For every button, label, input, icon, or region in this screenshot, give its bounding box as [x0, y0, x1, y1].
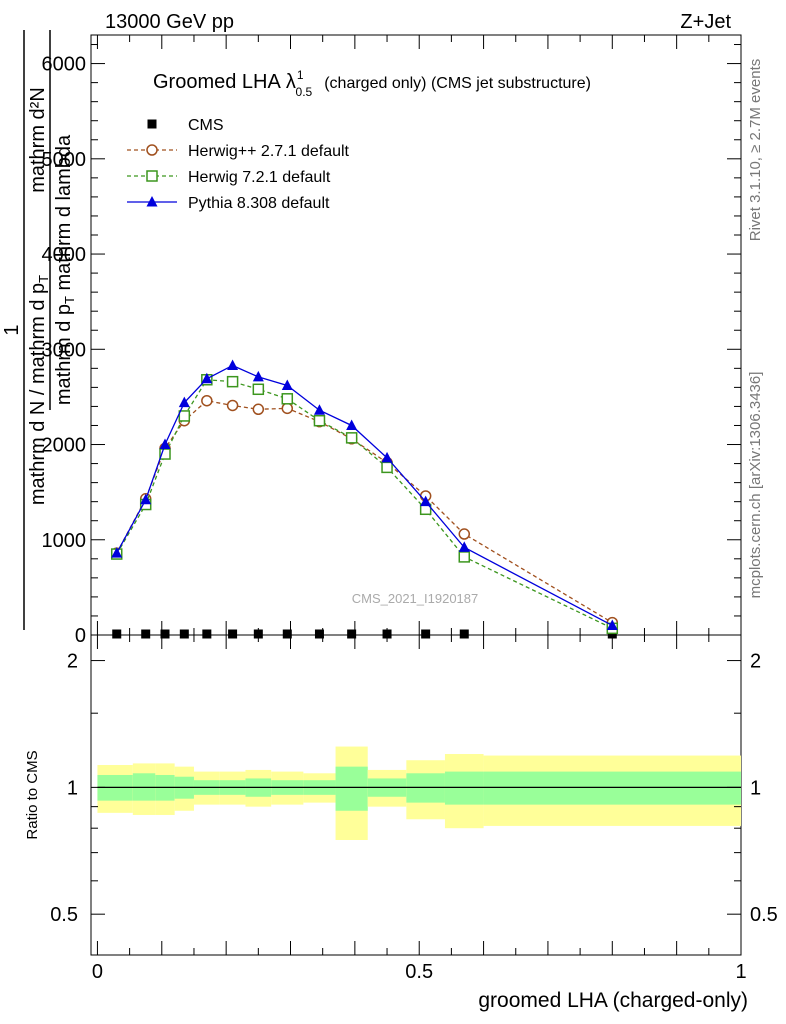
series-point — [314, 629, 324, 639]
series-line — [116, 400, 613, 624]
series-point — [112, 629, 122, 639]
series-point — [252, 370, 264, 382]
ratio-y-tick-label-right: 1 — [750, 777, 761, 799]
process-label: Z+Jet — [680, 11, 731, 33]
ratio-y-tick-label: 2 — [67, 651, 78, 673]
series-point — [347, 629, 357, 639]
ratio-inner-band — [483, 771, 741, 805]
y-label-inner-denominator: mathrm d pT mathrm d lambda — [53, 134, 77, 405]
series-point — [282, 629, 292, 639]
series-point — [140, 493, 152, 505]
series-point — [228, 629, 238, 639]
series-point — [178, 396, 190, 408]
y-label-top: 1 — [1, 324, 23, 335]
series-point — [346, 419, 358, 430]
y-tick-label: 5000 — [42, 149, 87, 171]
ratio-bands-layer — [97, 746, 741, 841]
series-point — [606, 619, 618, 630]
y-label-denominator: mathrm d N / mathrm d pT — [27, 275, 51, 505]
x-tick-label: 1 — [735, 961, 746, 983]
series-point — [382, 629, 392, 639]
ratio-y-tick-label: 0.5 — [50, 904, 78, 926]
rivet-label: Rivet 3.1.10, ≥ 2.7M events — [747, 59, 764, 242]
ratio-axes: 0.5 0.5 1 1 2 2 0 0.5 1 — [50, 635, 778, 983]
series-line — [116, 364, 613, 627]
series-0 — [112, 629, 617, 639]
series-point — [160, 629, 170, 639]
series-line — [116, 379, 613, 629]
y-tick-label: 4000 — [42, 244, 87, 266]
legend-entry-label: Herwig++ 2.7.1 default — [188, 143, 350, 160]
y-label-numerator: mathrm d²N — [27, 87, 49, 193]
ratio-y-tick-label-right: 2 — [750, 651, 761, 673]
series-point — [159, 438, 171, 450]
energy-label: 13000 GeV pp — [105, 11, 234, 33]
ratio-inner-band — [444, 771, 484, 805]
ratio-y-label: Ratio to CMS — [24, 750, 41, 839]
analysis-watermark: CMS_2021_I1920187 — [352, 591, 479, 606]
series-point — [226, 399, 239, 412]
y-tick-label: 1000 — [42, 530, 87, 552]
legend-marker — [146, 196, 158, 207]
series-point — [202, 629, 212, 639]
legend-marker — [146, 170, 158, 182]
legend-marker — [147, 119, 157, 129]
main-axes: 0 1000 2000 3000 4000 5000 6000 — [42, 35, 742, 647]
main-series-layer — [110, 359, 619, 639]
series-point — [253, 629, 263, 639]
series-point — [252, 403, 265, 416]
series-point — [178, 410, 191, 422]
legend: CMS Herwig++ 2.7.1 default Herwig 7.2.1 de… — [127, 117, 350, 212]
series-point — [201, 372, 213, 384]
series-point — [381, 451, 393, 463]
x-tick-label: 0 — [92, 961, 103, 983]
series-3 — [111, 359, 618, 630]
series-point — [227, 359, 239, 370]
ratio-inner-band — [335, 766, 368, 811]
y-axis-label: 1 mathrm d N / mathrm d pT mathrm d²N ma… — [1, 30, 77, 630]
y-tick-label: 3000 — [42, 339, 87, 361]
legend-entry-label: CMS — [188, 117, 224, 134]
legend-entry-label: Pythia 8.308 default — [188, 195, 330, 212]
series-point — [252, 383, 265, 396]
y-tick-label: 0 — [75, 625, 86, 647]
series-point — [458, 551, 471, 563]
series-point — [141, 629, 151, 639]
series-point — [159, 448, 171, 460]
chart-title: Groomed LHA λ1 0.5 (charged only) (CMS jet … — [153, 68, 591, 99]
legend-marker — [146, 144, 158, 156]
y-tick-label: 6000 — [42, 54, 87, 76]
series-point — [459, 629, 469, 639]
series-point — [420, 495, 432, 507]
series-point — [111, 547, 123, 558]
series-point — [421, 629, 431, 639]
series-point — [381, 461, 393, 474]
series-point — [281, 379, 293, 390]
series-point — [313, 414, 326, 427]
series-point — [458, 541, 470, 552]
ratio-y-tick-label-right: 0.5 — [750, 904, 778, 926]
series-point — [345, 432, 358, 444]
x-tick-label: 0.5 — [405, 961, 433, 983]
ratio-y-tick-label: 1 — [67, 777, 78, 799]
series-point — [226, 375, 239, 388]
series-point — [179, 629, 189, 639]
series-point — [281, 393, 294, 405]
mcplots-label: mcplots.cern.ch [arXiv:1306.3436] — [747, 372, 764, 599]
y-tick-label: 2000 — [42, 435, 87, 457]
series-point — [313, 404, 325, 415]
series-point — [458, 528, 471, 540]
legend-entry-label: Herwig 7.2.1 default — [188, 169, 331, 186]
series-point — [201, 394, 213, 407]
series-point — [281, 402, 294, 415]
x-axis-label: groomed LHA (charged-only) — [478, 989, 748, 1012]
